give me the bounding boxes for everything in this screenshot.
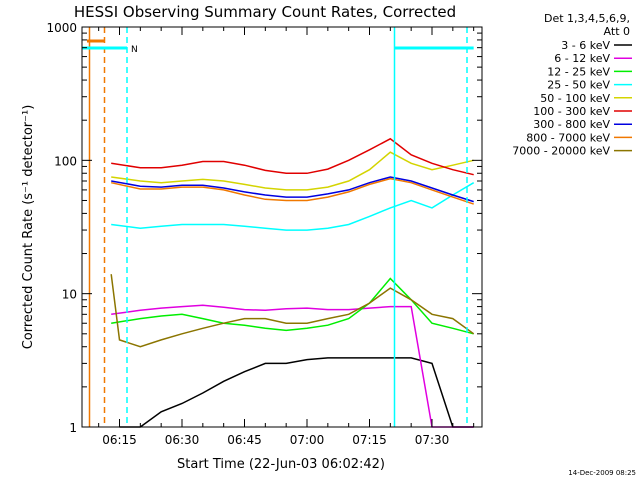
flag-label-1: N	[131, 45, 138, 55]
y-tick-label-0: 1	[69, 421, 77, 435]
axes: 06:15 06:30 06:45 07:00 07:15 07:30 1 10 100 1000	[46, 21, 482, 447]
x-tick-label-5: 07:30	[415, 433, 450, 447]
series-line-4	[111, 151, 474, 191]
x-tick-label-1: 06:30	[165, 433, 200, 447]
y-tick-label-1: 10	[62, 288, 77, 302]
legend-label-2: 12 - 25 keV	[547, 65, 610, 78]
chart-title: HESSI Observing Summary Count Rates, Cor…	[74, 3, 456, 21]
y-tick-label-3: 1000	[46, 21, 77, 35]
series-line-6	[111, 176, 474, 203]
x-axis-label: Start Time (22-Jun-03 06:02:42)	[177, 457, 385, 472]
plot-frame	[81, 26, 483, 428]
legend-header-1: Att 0	[604, 25, 630, 38]
x-tick-label-4: 07:15	[352, 433, 387, 447]
legend-label-8: 7000 - 20000 keV	[512, 145, 610, 158]
series-line-8	[110, 274, 475, 348]
legend-label-1: 6 - 12 keV	[554, 52, 610, 65]
legend-label-0: 3 - 6 keV	[561, 39, 610, 52]
legend-header-0: Det 1,3,4,5,6,9,	[544, 12, 630, 25]
legend-label-7: 800 - 7000 keV	[526, 131, 610, 144]
series-line-3	[111, 182, 475, 231]
series-line-7	[111, 177, 474, 205]
y-tick-label-2: 100	[54, 154, 77, 168]
series-line-5	[111, 137, 474, 176]
series-line-0	[119, 357, 474, 428]
x-tick-label-3: 07:00	[290, 433, 325, 447]
x-tick-label-0: 06:15	[102, 433, 137, 447]
series-line-1	[111, 304, 474, 428]
footer-date: 14-Dec-2009 08:25	[568, 469, 636, 477]
series-line-2	[111, 277, 474, 335]
y-axis-label: Corrected Count Rate (s⁻¹ detector⁻¹)	[21, 105, 36, 350]
x-tick-label-2: 06:45	[227, 433, 262, 447]
legend-label-5: 100 - 300 keV	[533, 105, 610, 118]
plot-area: N	[82, 27, 475, 428]
legend-label-6: 300 - 800 keV	[533, 118, 610, 131]
legend-label-3: 25 - 50 keV	[547, 79, 610, 92]
legend-label-4: 50 - 100 keV	[540, 92, 610, 105]
